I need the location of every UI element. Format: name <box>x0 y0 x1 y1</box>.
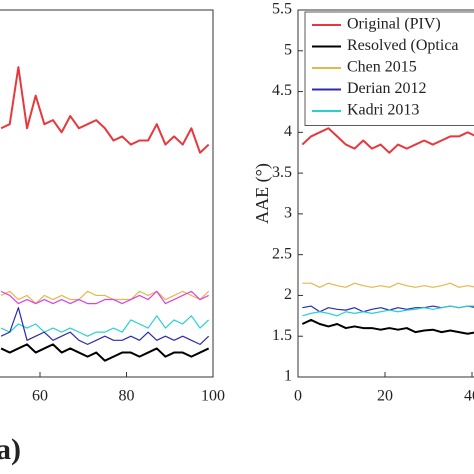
y-tick-label: 5.5 <box>272 1 292 18</box>
legend-label: Resolved (Optica <box>347 37 459 54</box>
x-tick-label: 80 <box>119 388 135 405</box>
series-line <box>0 290 209 305</box>
series-line <box>0 343 210 362</box>
legend-label: Chen 2015 <box>347 59 417 76</box>
panel-label: a) <box>0 433 21 466</box>
legend-label: Kadri 2013 <box>347 102 419 119</box>
y-tick-label: 5 <box>284 41 292 58</box>
y-tick-label: 4.5 <box>272 82 292 99</box>
plot-frame <box>297 9 474 378</box>
legend-label: Derian 2012 <box>347 80 427 97</box>
series-line <box>301 318 474 335</box>
y-tick-label: 1 <box>284 368 292 385</box>
y-tick-label: 2.5 <box>272 245 292 262</box>
x-tick-label: 60 <box>32 388 48 405</box>
y-tick-label: 3 <box>284 205 292 222</box>
y-tick-label: 1.5 <box>272 327 292 344</box>
plot-frame <box>0 9 214 378</box>
legend-label: Original (PIV) <box>347 16 441 33</box>
y-tick-label: 4 <box>284 123 292 140</box>
series-line <box>0 315 210 337</box>
x-tick-label: 20 <box>377 388 393 405</box>
x-tick-label: 0 <box>294 388 302 405</box>
x-tick-label: 40 <box>464 388 474 405</box>
y-axis-label: AAE (°) <box>252 163 273 224</box>
series-line <box>0 307 210 345</box>
x-tick-label: 100 <box>201 388 225 405</box>
y-tick-label: 3.5 <box>272 164 292 181</box>
y-tick-label: 2 <box>284 286 292 303</box>
series-line <box>302 282 474 288</box>
series-line <box>301 127 474 154</box>
series-line <box>302 305 474 317</box>
series-line <box>0 66 210 154</box>
